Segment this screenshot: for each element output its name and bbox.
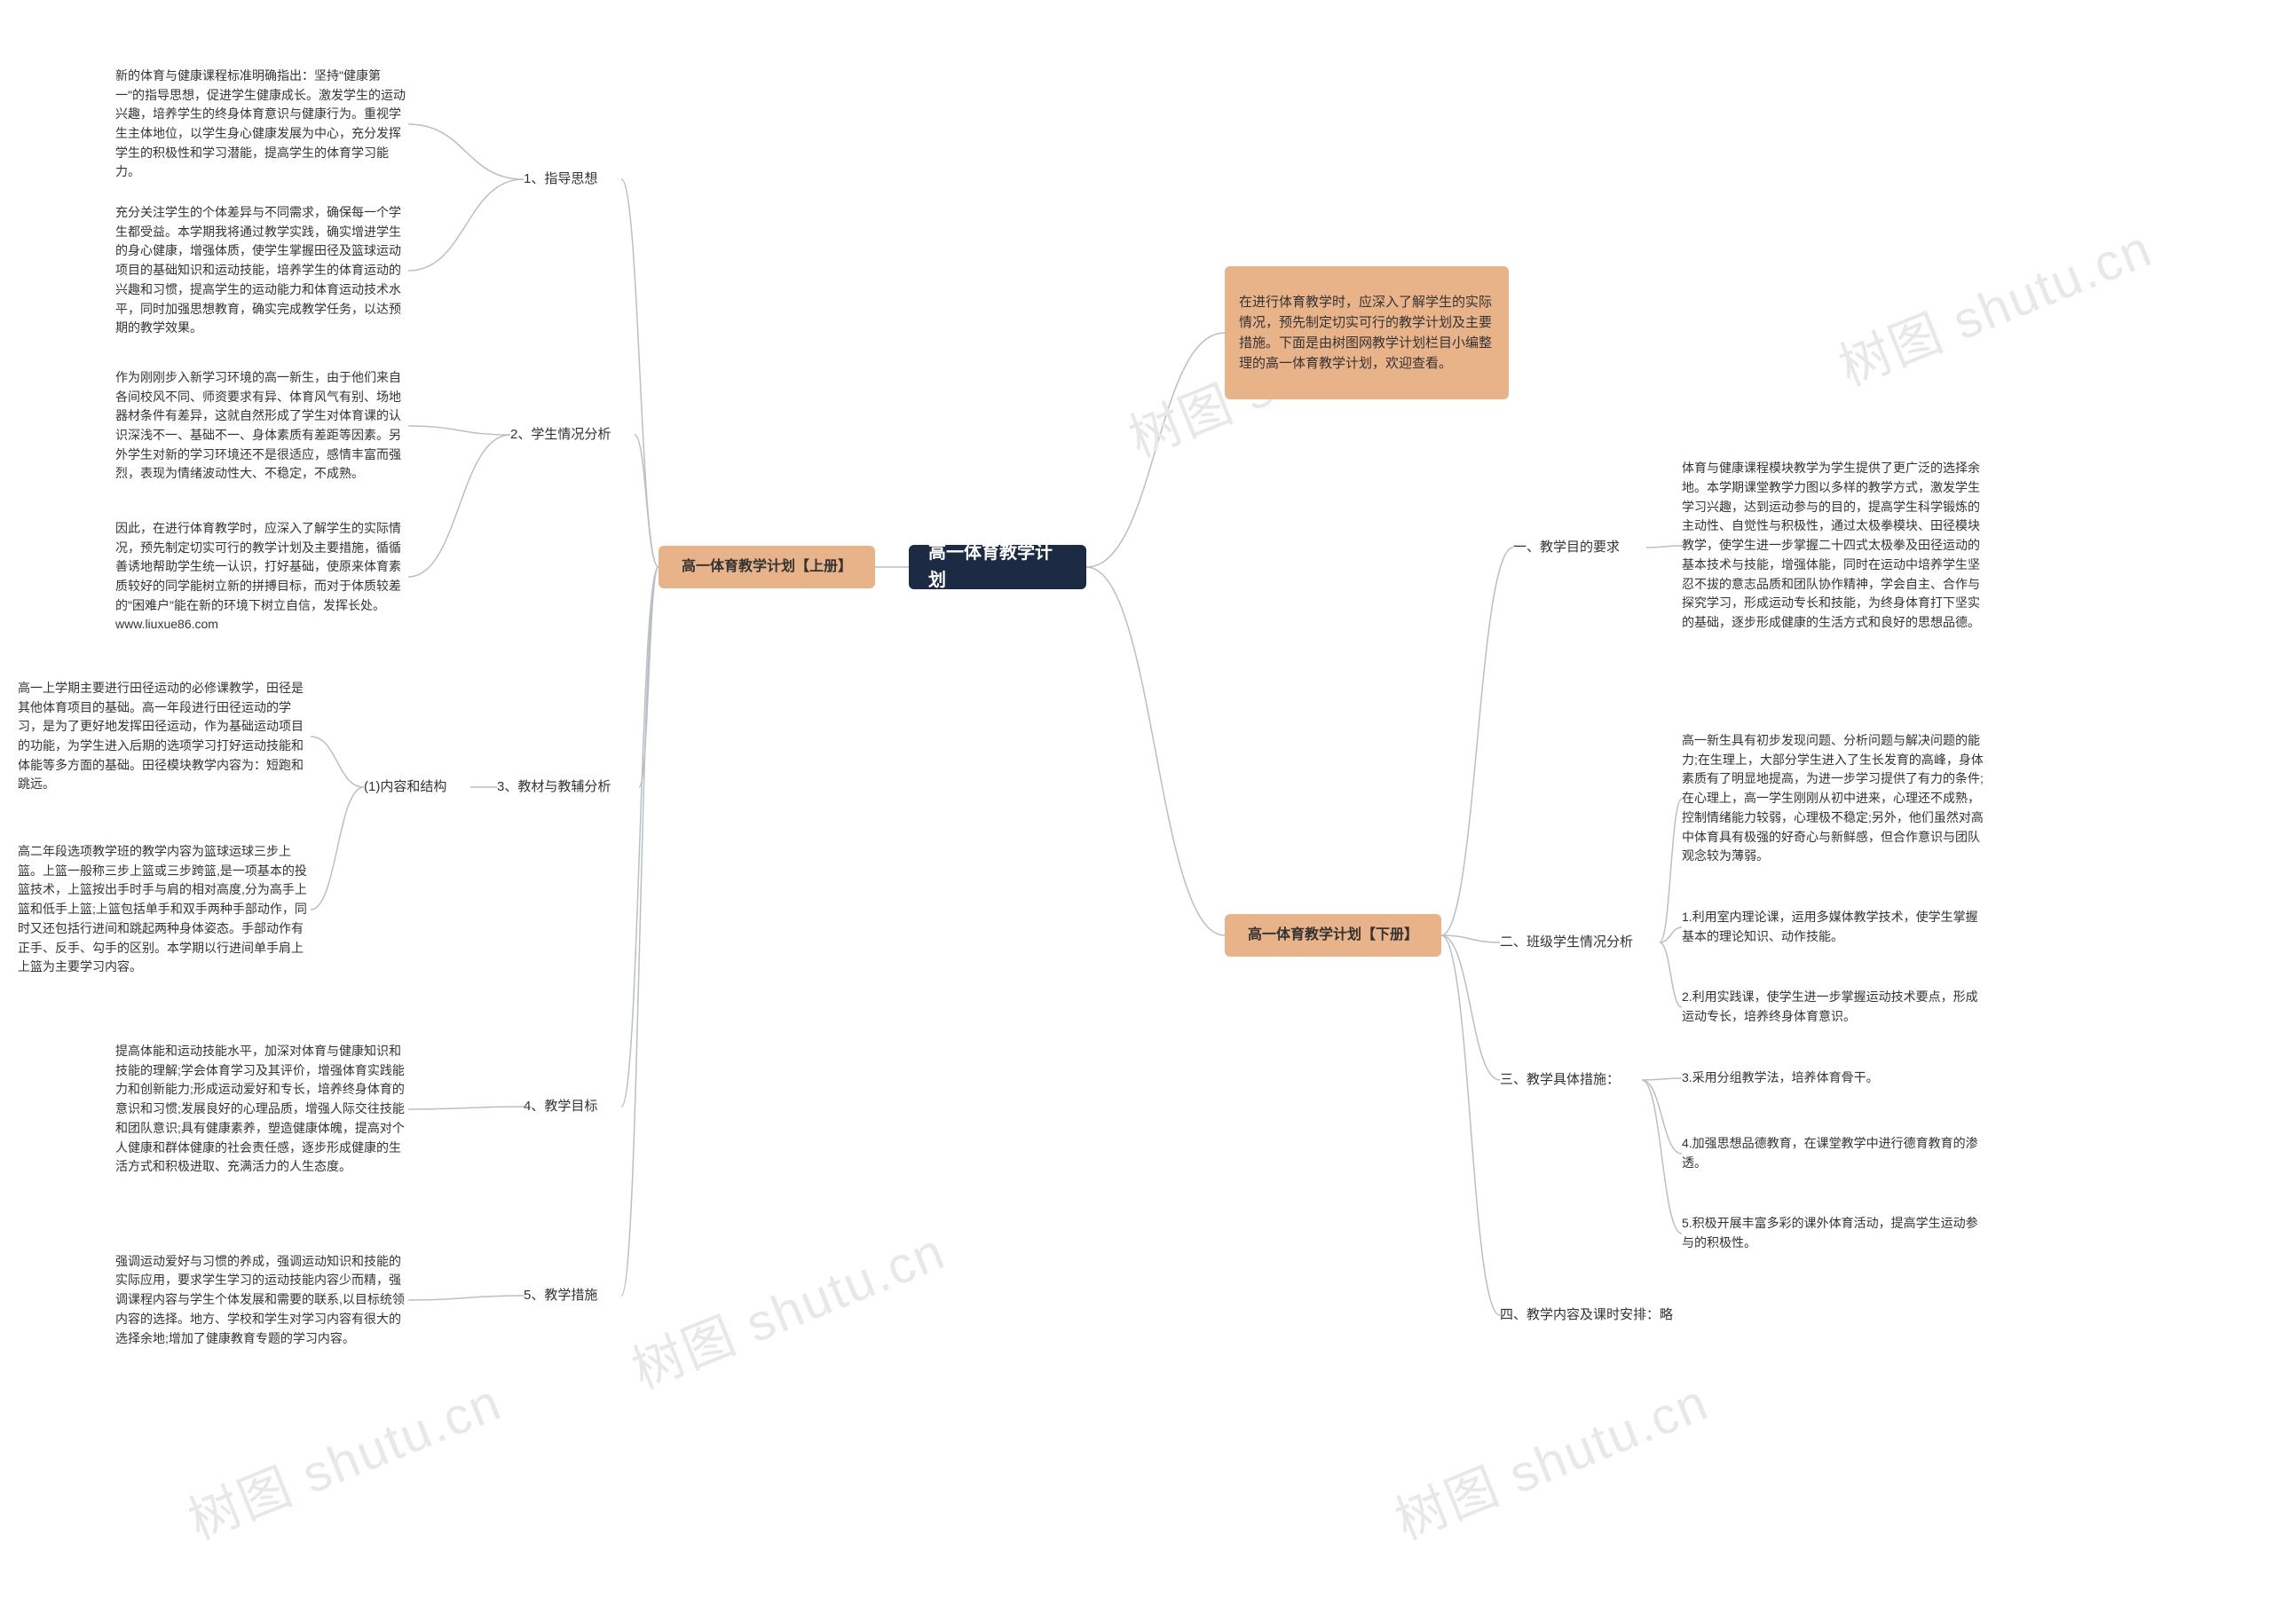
node-text-l2: 二、班级学生情况分析 — [1500, 932, 1660, 953]
node-text-u2b: 因此，在进行体育教学时，应深入了解学生的实际情况，预先制定切实可行的教学计划及主… — [115, 506, 408, 648]
node-l3c: 5.积极开展丰富多彩的课外体育活动，提高学生运动参与的积极性。 — [1682, 1211, 1984, 1256]
node-text-u3a: 高一上学期主要进行田径运动的必修课教学，田径是其他体育项目的基础。高一年段进行田… — [18, 674, 311, 799]
node-text-u1: 1、指导思想 — [524, 169, 621, 190]
node-l2b: 1.利用室内理论课，运用多媒体教学技术，使学生掌握基本的理论知识、动作技能。 — [1682, 905, 1984, 950]
node-text-l2a: 高一新生具有初步发现问题、分析问题与解决问题的能力;在生理上，大部分学生进入了生… — [1682, 719, 1984, 879]
watermark-4: 树图 shutu.cn — [1826, 207, 2162, 400]
node-lower: 高一体育教学计划【下册】 — [1225, 914, 1441, 957]
node-u4a: 提高体能和运动技能水平，加深对体育与健康知识和技能的理解;学会体育学习及其评价，… — [115, 1021, 408, 1198]
node-text-u5: 5、教学措施 — [524, 1285, 621, 1306]
node-text-lower: 高一体育教学计划【下册】 — [1225, 914, 1441, 957]
node-text-u3b: 高二年段选项教学班的教学内容为篮球运球三步上篮。上篮一般称三步上篮或三步跨篮,是… — [18, 825, 311, 994]
node-text-root: 高一体育教学计划 — [909, 545, 1086, 589]
node-u3: 3、教材与教辅分析 — [497, 777, 639, 798]
node-text-l1: 一、教学目的要求 — [1513, 537, 1646, 558]
node-text-u4a: 提高体能和运动技能水平，加深对体育与健康知识和技能的理解;学会体育学习及其评价，… — [115, 1021, 408, 1198]
node-text-intro: 在进行体育教学时，应深入了解学生的实际情况，预先制定切实可行的教学计划及主要措施… — [1225, 266, 1509, 399]
node-l2c: 2.利用实践课，使学生进一步掌握运动技术要点，形成运动专长，培养终身体育意识。 — [1682, 985, 1984, 1029]
node-root: 高一体育教学计划 — [909, 545, 1086, 589]
node-upper: 高一体育教学计划【上册】 — [659, 546, 875, 588]
node-l2: 二、班级学生情况分析 — [1500, 932, 1660, 953]
node-u3a: 高一上学期主要进行田径运动的必修课教学，田径是其他体育项目的基础。高一年段进行田… — [18, 674, 311, 799]
node-l3: 三、教学具体措施： — [1500, 1069, 1642, 1091]
watermark-0: 树图 shutu.cn — [176, 1360, 511, 1554]
watermark-1: 树图 shutu.cn — [619, 1210, 955, 1403]
node-u3b: 高二年段选项教学班的教学内容为篮球运球三步上篮。上篮一般称三步上篮或三步跨篮,是… — [18, 825, 311, 994]
node-text-l3: 三、教学具体措施： — [1500, 1069, 1642, 1091]
node-u2a: 作为刚刚步入新学习环境的高一新生，由于他们来自各间校风不同、师资要求有异、体育风… — [115, 355, 408, 497]
node-l3b: 4.加强思想品德教育，在课堂教学中进行德育教育的渗透。 — [1682, 1131, 1984, 1176]
node-text-u4: 4、教学目标 — [524, 1096, 621, 1117]
node-text-l3c: 5.积极开展丰富多彩的课外体育活动，提高学生运动参与的积极性。 — [1682, 1211, 1984, 1256]
node-text-u3: 3、教材与教辅分析 — [497, 777, 639, 798]
node-u3c: (1)内容和结构 — [364, 777, 470, 798]
mindmap-stage: 树图 shutu.cn 树图 shutu.cn 树图 shutu.cn 树图 shut… — [0, 0, 2272, 1624]
node-l1: 一、教学目的要求 — [1513, 537, 1646, 558]
node-text-u2a: 作为刚刚步入新学习环境的高一新生，由于他们来自各间校风不同、师资要求有异、体育风… — [115, 355, 408, 497]
node-text-upper: 高一体育教学计划【上册】 — [659, 546, 875, 588]
node-u4: 4、教学目标 — [524, 1096, 621, 1117]
node-text-l4: 四、教学内容及课时安排：略 — [1500, 1305, 1704, 1326]
node-text-l2c: 2.利用实践课，使学生进一步掌握运动技术要点，形成运动专长，培养终身体育意识。 — [1682, 985, 1984, 1029]
node-text-u1b: 充分关注学生的个体差异与不同需求，确保每一个学生都受益。本学期我将通过教学实践，… — [115, 195, 408, 346]
node-text-u5a: 强调运动爱好与习惯的养成，强调运动知识和技能的实际应用，要求学生学习的运动技能内… — [115, 1234, 408, 1367]
node-text-l3a: 3.采用分组教学法，培养体育骨干。 — [1682, 1065, 1984, 1092]
node-intro: 在进行体育教学时，应深入了解学生的实际情况，预先制定切实可行的教学计划及主要措施… — [1225, 266, 1509, 399]
node-text-u3c: (1)内容和结构 — [364, 777, 470, 798]
node-text-u1a: 新的体育与健康课程标准明确指出：坚持"健康第一"的指导思想，促进学生健康成长。激… — [115, 62, 408, 186]
node-u5: 5、教学措施 — [524, 1285, 621, 1306]
node-u5a: 强调运动爱好与习惯的养成，强调运动知识和技能的实际应用，要求学生学习的运动技能内… — [115, 1234, 408, 1367]
node-text-l3b: 4.加强思想品德教育，在课堂教学中进行德育教育的渗透。 — [1682, 1131, 1984, 1176]
node-text-u2: 2、学生情况分析 — [510, 424, 635, 445]
watermark-3: 树图 shutu.cn — [1383, 1360, 1718, 1554]
node-l1a: 体育与健康课程模块教学为学生提供了更广泛的选择余地。本学期课堂教学力图以多样的教… — [1682, 426, 1984, 666]
node-l2a: 高一新生具有初步发现问题、分析问题与解决问题的能力;在生理上，大部分学生进入了生… — [1682, 719, 1984, 879]
node-u2b: 因此，在进行体育教学时，应深入了解学生的实际情况，预先制定切实可行的教学计划及主… — [115, 506, 408, 648]
node-l4: 四、教学内容及课时安排：略 — [1500, 1305, 1704, 1326]
node-text-l2b: 1.利用室内理论课，运用多媒体教学技术，使学生掌握基本的理论知识、动作技能。 — [1682, 905, 1984, 950]
node-l3a: 3.采用分组教学法，培养体育骨干。 — [1682, 1065, 1984, 1092]
node-u2: 2、学生情况分析 — [510, 424, 635, 445]
node-u1: 1、指导思想 — [524, 169, 621, 190]
node-u1b: 充分关注学生的个体差异与不同需求，确保每一个学生都受益。本学期我将通过教学实践，… — [115, 195, 408, 346]
node-text-l1a: 体育与健康课程模块教学为学生提供了更广泛的选择余地。本学期课堂教学力图以多样的教… — [1682, 426, 1984, 666]
node-u1a: 新的体育与健康课程标准明确指出：坚持"健康第一"的指导思想，促进学生健康成长。激… — [115, 62, 408, 186]
